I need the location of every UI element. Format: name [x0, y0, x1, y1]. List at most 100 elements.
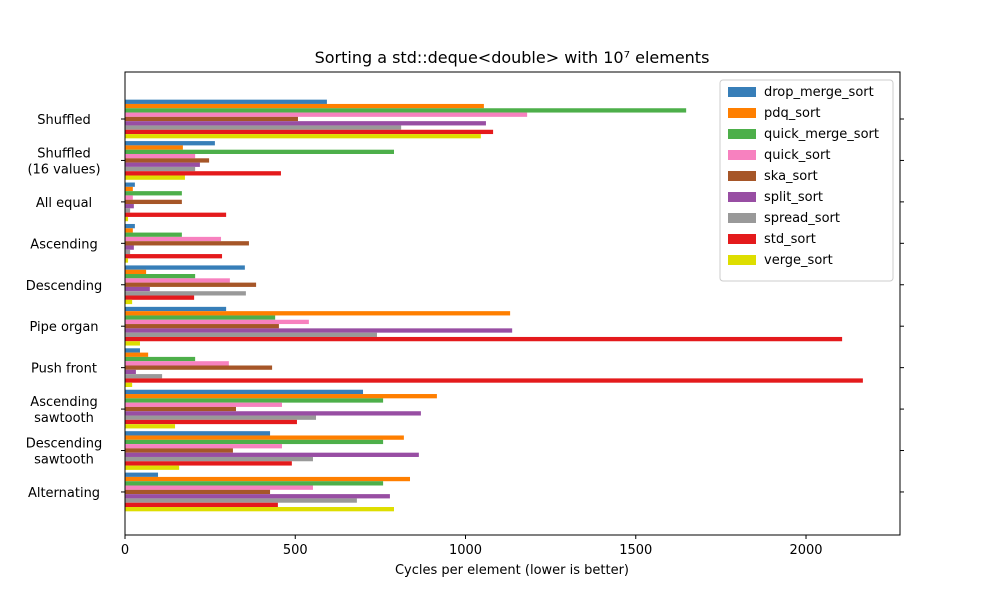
bar: [125, 216, 129, 222]
y-tick-label: All equal: [36, 196, 92, 211]
bar: [125, 182, 135, 187]
bar: [125, 258, 129, 263]
bar: [125, 361, 229, 366]
bar: [125, 166, 196, 172]
bar: [125, 171, 281, 176]
bar: [125, 431, 271, 436]
bar: [125, 116, 298, 122]
bar: [125, 153, 196, 159]
bar: [125, 398, 384, 403]
legend-label: pdq_sort: [764, 106, 820, 121]
bar: [125, 369, 136, 375]
bar: [125, 402, 282, 407]
bar: [125, 228, 133, 233]
bar: [125, 274, 196, 279]
legend-label: std_sort: [764, 232, 816, 247]
bar: [125, 195, 133, 200]
bar: [125, 286, 150, 292]
bar: [125, 282, 257, 287]
chart-title: Sorting a std::deque<double> with 10⁷ el…: [315, 48, 710, 67]
y-tick-label: Pipe organ: [29, 320, 98, 335]
y-tick-label: Descending sawtooth: [26, 437, 103, 468]
bar: [125, 245, 134, 250]
bar: [125, 494, 390, 499]
bar: [125, 341, 140, 346]
bar: [125, 348, 140, 353]
bar: [125, 476, 411, 482]
bar: [125, 356, 196, 362]
bar: [125, 406, 237, 412]
bar: [125, 158, 210, 163]
bar: [125, 175, 185, 180]
bar: [125, 332, 377, 337]
bar: [125, 415, 317, 420]
x-axis-label: Cycles per element (lower is better): [395, 563, 629, 578]
bar: [125, 382, 133, 387]
bar: [125, 108, 687, 113]
bar: [125, 149, 395, 154]
bar: [125, 112, 528, 117]
legend-swatch: [728, 171, 756, 181]
y-tick-label: Shuffled: [37, 113, 91, 128]
legend-label: verge_sort: [764, 253, 833, 268]
bar: [125, 465, 180, 470]
y-tick-label: Ascending: [30, 237, 97, 252]
bar: [125, 145, 183, 150]
bar: [125, 141, 215, 146]
x-tick-label: 2000: [789, 543, 822, 558]
bar: [125, 507, 395, 512]
bar: [125, 208, 131, 213]
bar: [125, 324, 279, 329]
bar: [125, 336, 843, 342]
y-tick-label: Push front: [31, 362, 97, 377]
bar: [125, 186, 133, 192]
bar: [125, 378, 863, 383]
bar: [125, 374, 163, 379]
bar: [125, 456, 313, 462]
legend-swatch: [728, 87, 756, 97]
bar: [125, 129, 494, 135]
bar: [125, 435, 404, 440]
legend-label: quick_merge_sort: [764, 127, 879, 142]
bar: [125, 444, 282, 449]
legend-label: drop_merge_sort: [764, 85, 874, 100]
bar: [125, 223, 135, 229]
bar: [125, 319, 309, 325]
bar: [125, 328, 513, 333]
bar: [125, 121, 486, 126]
bar: [125, 394, 437, 399]
bar: [125, 365, 273, 370]
y-tick-label: Shuffled (16 values): [27, 146, 100, 177]
bar: [125, 424, 176, 429]
bar: [125, 315, 276, 320]
bar: [125, 269, 147, 275]
bar: [125, 502, 278, 508]
bar: [125, 352, 149, 357]
bar: [125, 232, 182, 237]
bar: [125, 439, 384, 445]
legend-label: split_sort: [764, 190, 823, 205]
bar: [125, 389, 364, 395]
bar: [125, 265, 245, 270]
bar: [125, 498, 357, 503]
bar: [125, 311, 511, 316]
bar: [125, 125, 402, 130]
bar: [125, 489, 271, 495]
legend-label: spread_sort: [764, 211, 840, 226]
bar: [125, 452, 419, 457]
legend-swatch: [728, 213, 756, 223]
bar: [125, 481, 384, 486]
y-tick-label: Alternating: [28, 486, 100, 501]
bar: [125, 241, 249, 246]
bar: [125, 472, 159, 477]
bar: [125, 295, 195, 300]
bar: [125, 236, 222, 242]
y-tick-label: Descending: [26, 279, 103, 294]
bar: [125, 99, 327, 104]
bar: [125, 278, 230, 283]
bar: [125, 103, 484, 109]
legend-swatch: [728, 129, 756, 139]
y-tick-label: Ascending sawtooth: [30, 395, 97, 426]
legend-label: ska_sort: [764, 169, 818, 184]
